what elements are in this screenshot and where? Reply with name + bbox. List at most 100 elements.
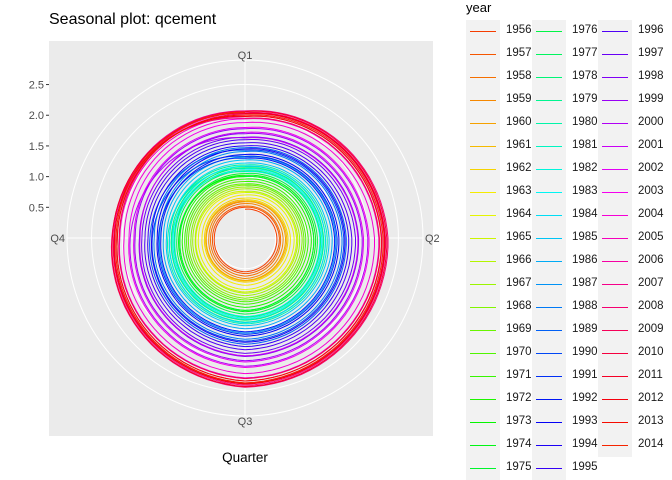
legend-label: 2013 <box>638 415 664 427</box>
legend-swatch <box>470 353 496 354</box>
legend-key <box>598 66 632 89</box>
legend-key <box>598 227 632 250</box>
legend-label: 1989 <box>572 323 598 335</box>
legend-key <box>532 66 566 89</box>
legend-swatch <box>536 330 562 331</box>
series-line-1960 <box>205 200 286 281</box>
legend-swatch <box>470 77 496 78</box>
legend-key <box>532 112 566 135</box>
legend-label: 1970 <box>506 346 532 358</box>
series-line-1975 <box>179 173 315 311</box>
series-line-1990 <box>151 149 345 342</box>
legend-label: 1961 <box>506 139 532 151</box>
series-line-1969 <box>187 183 305 301</box>
legend-label: 1963 <box>506 185 532 197</box>
label-layer: 0.5 1.0 1.5 2.0 2.5 Q1 Q2 Q3 Q4 <box>29 50 440 428</box>
legend-key <box>532 296 566 319</box>
quarter-label-q4: Q4 <box>50 233 65 245</box>
legend-swatch <box>470 307 496 308</box>
legend-label: 1962 <box>506 162 532 174</box>
series-line-1958 <box>209 203 282 277</box>
series-line-1981 <box>171 167 324 321</box>
series-line-1986 <box>162 156 333 330</box>
legend-label: 2004 <box>638 208 664 220</box>
legend-swatch <box>470 31 496 32</box>
quarter-label-q1: Q1 <box>238 50 253 62</box>
legend-key <box>598 89 632 112</box>
legend-key <box>466 158 500 181</box>
legend-label: 1980 <box>572 116 598 128</box>
legend-key <box>466 204 500 227</box>
series-line-1984 <box>168 162 326 324</box>
legend-label: 1957 <box>506 47 532 59</box>
legend-swatch <box>602 353 628 354</box>
legend-key <box>598 411 632 434</box>
legend-label: 1985 <box>572 231 598 243</box>
legend-key <box>598 112 632 135</box>
series-line-1982 <box>174 169 321 318</box>
legend-label: 1998 <box>638 70 664 82</box>
legend-label: 1984 <box>572 208 598 220</box>
series-line-1976 <box>176 170 318 315</box>
legend-label: 1990 <box>572 346 598 358</box>
series-line-2014 <box>115 111 384 384</box>
legend-label: 1965 <box>506 231 532 243</box>
legend-swatch <box>602 31 628 32</box>
legend-label: 2006 <box>638 254 664 266</box>
legend-key <box>532 365 566 388</box>
legend-swatch <box>470 100 496 101</box>
legend-key <box>598 158 632 181</box>
legend-label: 1992 <box>572 392 598 404</box>
legend-key <box>466 20 500 43</box>
legend-label: 1976 <box>572 24 598 36</box>
legend-swatch <box>536 353 562 354</box>
legend-key <box>466 43 500 66</box>
legend-swatch <box>602 123 628 124</box>
legend-label: 2011 <box>638 369 663 381</box>
quarter-label-q2: Q2 <box>425 233 440 245</box>
radial-tick-label: 2.5 <box>29 80 44 92</box>
legend-label: 1987 <box>572 277 598 289</box>
series-line-2002 <box>133 127 365 363</box>
series-line-1987 <box>158 151 337 334</box>
legend-swatch <box>470 215 496 216</box>
legend-label: 1958 <box>506 70 532 82</box>
legend-key <box>466 135 500 158</box>
legend-swatch <box>470 146 496 147</box>
legend-key <box>532 411 566 434</box>
legend-swatch <box>470 468 496 469</box>
legend-label: 1956 <box>506 24 532 36</box>
legend-swatch <box>536 123 562 124</box>
series-line-1967 <box>192 186 301 297</box>
legend-swatch <box>470 54 496 55</box>
legend-label: 1982 <box>572 162 598 174</box>
legend-swatch <box>536 192 562 193</box>
legend-label: 1971 <box>506 369 532 381</box>
legend-label: 2009 <box>638 323 664 335</box>
legend-label: 1967 <box>506 277 532 289</box>
legend-swatch <box>536 376 562 377</box>
series-line-1956 <box>213 206 278 273</box>
legend-swatch <box>536 77 562 78</box>
legend-swatch <box>536 146 562 147</box>
legend-key <box>598 204 632 227</box>
legend-swatch <box>602 307 628 308</box>
legend-swatch <box>470 422 496 423</box>
legend-label: 1960 <box>506 116 532 128</box>
legend-swatch <box>602 445 628 446</box>
legend-swatch <box>602 77 628 78</box>
series-line-2003 <box>128 122 370 369</box>
legend-key <box>532 434 566 457</box>
legend-label: 1993 <box>572 415 598 427</box>
legend-label: 1999 <box>638 93 664 105</box>
legend-label: 1964 <box>506 208 532 220</box>
series-layer <box>110 110 389 388</box>
legend-swatch <box>602 215 628 216</box>
legend-label: 1995 <box>572 461 598 473</box>
quarter-label-q3: Q3 <box>238 416 253 428</box>
legend-label: 1959 <box>506 93 532 105</box>
legend-key <box>532 43 566 66</box>
radial-tick-label: 1.0 <box>29 172 44 184</box>
legend-label: 2002 <box>638 162 664 174</box>
legend-swatch <box>602 100 628 101</box>
